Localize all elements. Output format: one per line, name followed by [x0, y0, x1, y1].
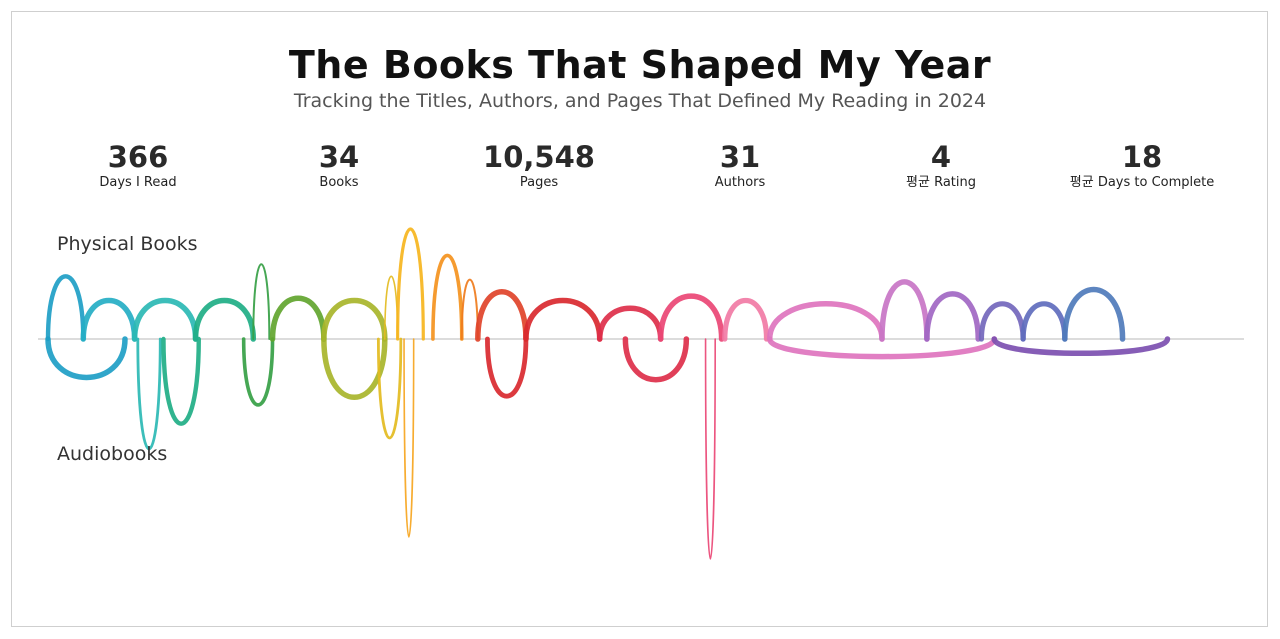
lane-label-physical: Physical Books: [57, 233, 198, 255]
audiobook-arc-5: [321, 336, 388, 400]
page-subtitle: Tracking the Titles, Authors, and Pages …: [293, 90, 987, 112]
stat-label: 평균 Rating: [906, 175, 976, 190]
stat-value: 10,548: [483, 140, 595, 174]
physical-book-arc-12: [475, 289, 529, 342]
physical-book-arc-14: [596, 305, 664, 342]
physical-book-arc-18: [879, 279, 930, 342]
physical-book-arc-5: [252, 263, 271, 340]
physical-book-arc-13: [523, 297, 603, 342]
stat-value: 4: [930, 140, 952, 174]
stat-pages: 10,548 Pages: [429, 140, 649, 192]
lane-label-audiobooks: Audiobooks: [57, 443, 168, 465]
physical-book-arc-19: [924, 291, 981, 342]
audiobook-arc-4: [241, 337, 275, 407]
stat-label: Books: [319, 175, 359, 190]
physical-book-arcs: [45, 227, 1126, 342]
physical-book-arc-15: [657, 293, 725, 342]
audiobook-arc-9: [622, 336, 690, 383]
audiobook-arc-3: [161, 336, 201, 426]
stat-value: 31: [719, 140, 761, 174]
physical-book-arc-2: [80, 297, 138, 342]
stat-label: Pages: [519, 175, 559, 190]
stat-value: 34: [318, 140, 360, 174]
stat-authors: 31 Authors: [630, 140, 850, 192]
physical-book-arc-16: [722, 298, 770, 342]
physical-book-arc-17: [766, 301, 885, 342]
stat-books: 34 Books: [229, 140, 449, 192]
stat-label: Days I Read: [99, 175, 177, 190]
physical-book-arc-11: [460, 278, 479, 340]
stats-row: 366 Days I Read 34 Books 10,548 Pages 31…: [0, 140, 1280, 200]
physical-book-arc-22: [1062, 286, 1126, 342]
stat-label: 평균 Days to Complete: [1069, 175, 1215, 190]
stat-days-read: 366 Days I Read: [28, 140, 248, 192]
physical-book-arc-9: [396, 227, 425, 341]
physical-book-arc-3: [131, 297, 199, 342]
audiobook-arc-11: [766, 336, 998, 360]
audiobook-arc-1: [45, 336, 128, 381]
physical-book-arc-10: [431, 253, 464, 341]
physical-book-arc-20: [978, 301, 1026, 342]
stat-average-days: 18 평균 Days to Complete: [1032, 140, 1252, 192]
page-title: The Books That Shaped My Year: [288, 43, 992, 87]
audiobook-arcs: [45, 336, 1171, 560]
physical-book-arc-7: [321, 297, 388, 342]
audiobook-arc-2: [136, 337, 162, 451]
audiobook-arc-10: [704, 338, 716, 560]
chart-frame: [11, 11, 1268, 627]
physical-book-arc-4: [192, 297, 257, 342]
physical-book-arc-1: [45, 274, 86, 342]
physical-book-arc-21: [1020, 301, 1068, 342]
stat-label: Authors: [714, 175, 766, 190]
physical-book-arc-6: [269, 295, 327, 342]
stat-average-rating: 4 평균 Rating: [831, 140, 1051, 192]
audiobook-arc-8: [485, 336, 529, 399]
stat-value: 18: [1121, 140, 1163, 174]
audiobook-arc-6: [376, 337, 403, 440]
audiobook-arc-7: [403, 338, 415, 538]
audiobook-arc-12: [991, 336, 1171, 356]
stat-value: 366: [107, 140, 169, 174]
